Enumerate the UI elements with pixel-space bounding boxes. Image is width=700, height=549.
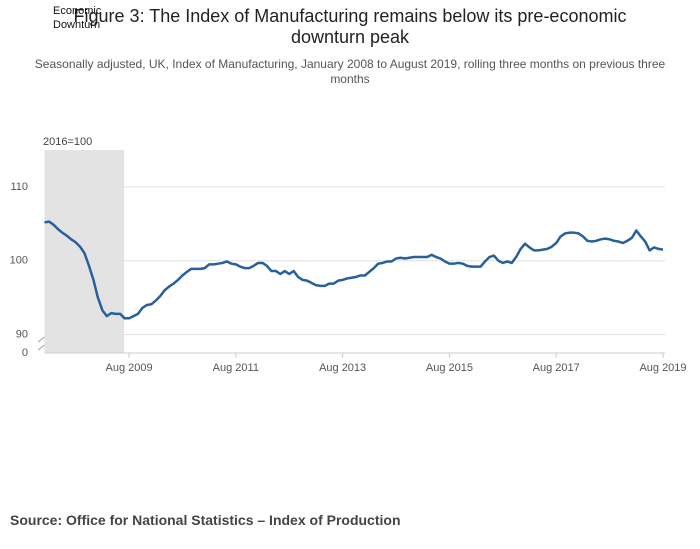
x-tick-label: Aug 2013 bbox=[319, 362, 366, 374]
x-tick-label: Aug 2009 bbox=[105, 362, 152, 374]
source: Source: Office for National Statistics –… bbox=[10, 512, 401, 528]
y-tick-label: 100 bbox=[10, 255, 28, 267]
x-tick-label: Aug 2011 bbox=[213, 362, 259, 374]
series-line bbox=[44, 220, 664, 320]
y-tick-label: 0 bbox=[22, 347, 28, 359]
y-unit-label: 2016=100 bbox=[43, 136, 92, 148]
x-tick-label: Aug 2019 bbox=[639, 362, 686, 374]
y-tick-label: 90 bbox=[16, 328, 28, 340]
x-tick-label: Aug 2015 bbox=[426, 362, 473, 374]
chart-subtitle: Seasonally adjusted, UK, Index of Manufa… bbox=[34, 57, 666, 86]
y-tick-label: 110 bbox=[10, 181, 28, 193]
shaded-period-label: Economic Downturn bbox=[53, 5, 102, 31]
chart-title: Figure 3: The Index of Manufacturing rem… bbox=[73, 6, 627, 47]
x-tick-label: Aug 2017 bbox=[533, 362, 580, 374]
